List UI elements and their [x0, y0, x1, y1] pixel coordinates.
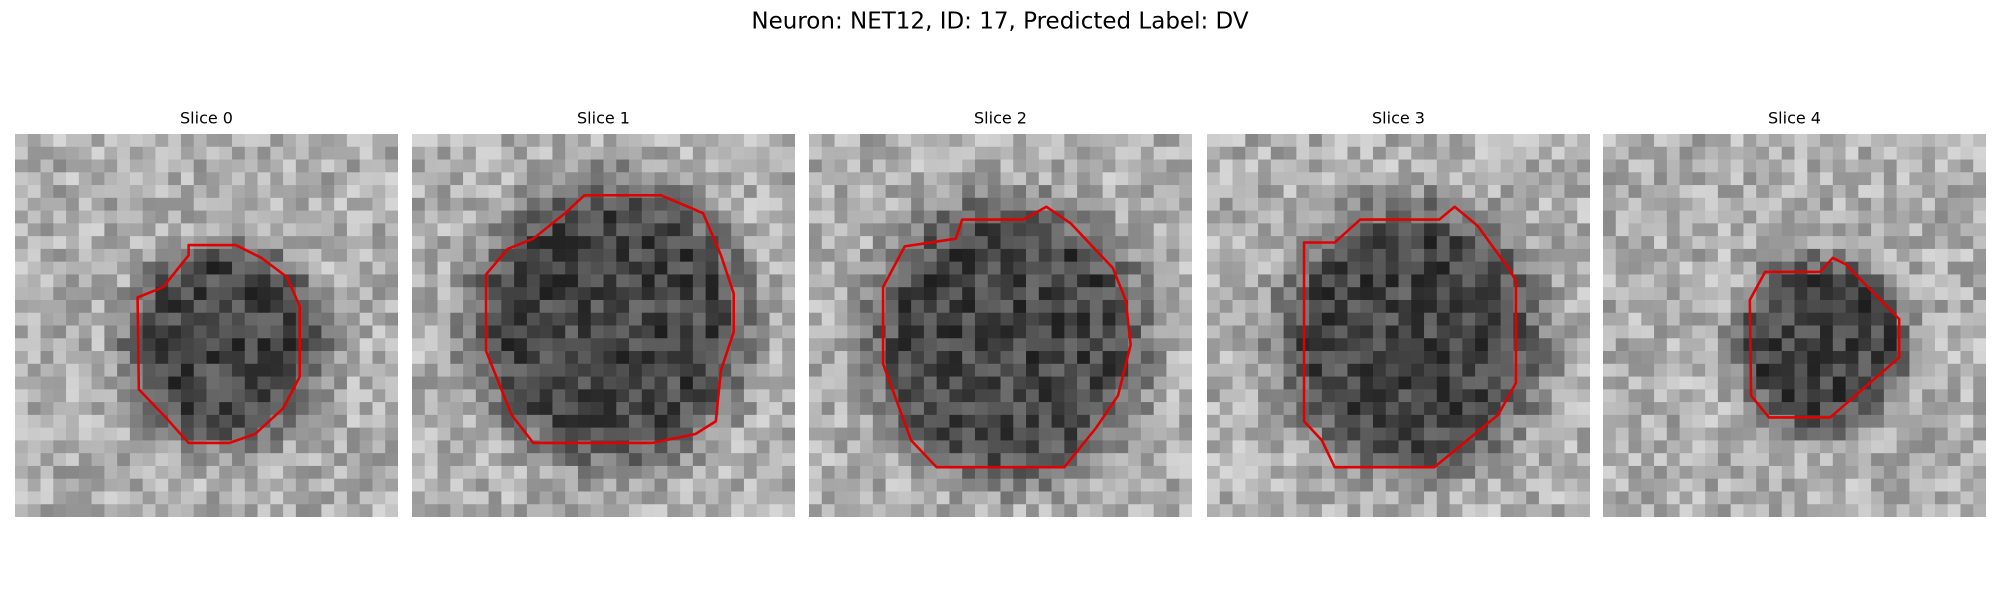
panel-title: Slice 1	[577, 109, 630, 128]
panel-title: Slice 3	[1372, 109, 1425, 128]
slice-image	[1603, 134, 1986, 517]
panel-title: Slice 0	[180, 109, 233, 128]
panel-title: Slice 2	[974, 109, 1027, 128]
slice-image	[15, 134, 398, 517]
figure-title: Neuron: NET12, ID: 17, Predicted Label: …	[751, 9, 1248, 35]
slice-image	[1207, 134, 1590, 517]
slice-image	[809, 134, 1192, 517]
segmentation-contour	[1748, 256, 1901, 419]
segmentation-contour	[1302, 205, 1518, 469]
panel-title: Slice 4	[1768, 109, 1821, 128]
segmentation-contour	[881, 205, 1132, 469]
segmentation-contour	[136, 243, 301, 445]
slice-image	[412, 134, 795, 517]
segmentation-contour	[484, 194, 735, 445]
